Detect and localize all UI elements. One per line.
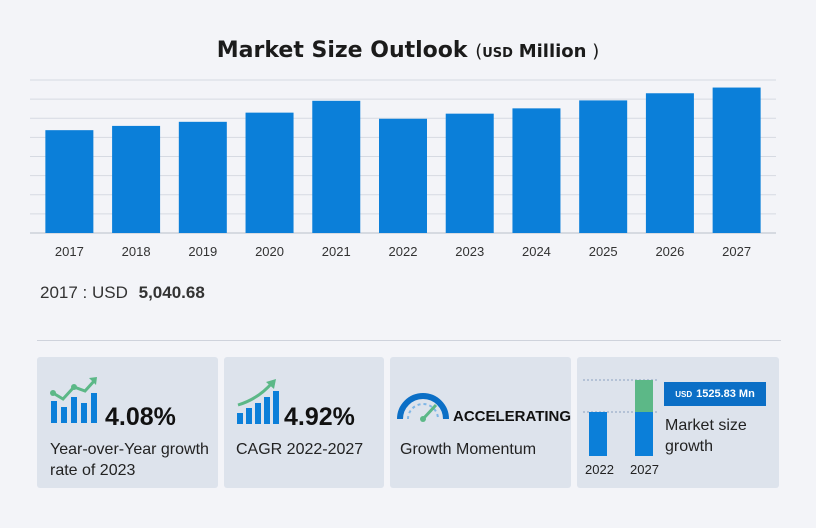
divider — [37, 340, 781, 341]
x-tick-label: 2017 — [55, 244, 84, 259]
title-unit-currency: USD — [482, 46, 513, 61]
x-tick-label: 2025 — [589, 244, 618, 259]
bar-2023 — [445, 113, 494, 233]
cagr-value: 4.92% — [284, 403, 355, 431]
x-tick-label: 2026 — [655, 244, 684, 259]
x-tick-label: 2022 — [389, 244, 418, 259]
bar-2021 — [312, 100, 361, 233]
mini-bar-growth — [635, 380, 653, 412]
market-size-bar-chart: 2017 2018 2019 2020 2021 2022 2023 2024 2025 2026… — [30, 79, 776, 259]
title-unit-scale: Million — [518, 41, 587, 62]
gauge-icon — [397, 393, 449, 422]
bar-2027 — [712, 87, 761, 233]
base-year-label: 2017 : USD — [40, 283, 128, 302]
momentum-value: ACCELERATING — [453, 408, 572, 425]
bar-2024 — [512, 108, 561, 233]
mini-year-end: 2027 — [630, 462, 659, 477]
title-text: Market Size Outlook — [216, 38, 468, 63]
growth-text: Market size growth — [665, 417, 747, 455]
x-tick-label: 2021 — [322, 244, 351, 259]
yoy-value: 4.08% — [105, 403, 176, 431]
x-tick-label: 2023 — [455, 244, 484, 259]
bar-2020 — [245, 112, 294, 233]
chart-title: Market Size Outlook (USD Million ) — [0, 38, 816, 63]
growth-badge: USD 1525.83 Mn — [664, 382, 766, 406]
x-tick-label: 2027 — [722, 244, 751, 259]
title-unit: (USD Million ) — [475, 41, 600, 62]
bar-2019 — [178, 121, 227, 233]
mini-bar-2027 — [635, 412, 653, 456]
growth-badge-currency: USD — [675, 390, 693, 399]
momentum-text: Growth Momentum — [400, 441, 537, 458]
bar-2026 — [645, 93, 694, 233]
yoy-text: Year-over-Year growth rate of 2023 — [50, 441, 209, 479]
x-tick-label: 2018 — [122, 244, 151, 259]
mini-bar-2022 — [589, 412, 607, 456]
yoy-card: 4.08% Year-over-Year growth rate of 2023 — [37, 357, 218, 488]
x-tick-label: 2024 — [522, 244, 551, 259]
x-tick-label: 2019 — [188, 244, 217, 259]
momentum-card: ACCELERATING Growth Momentum — [390, 357, 571, 488]
bar-2017 — [45, 130, 94, 233]
base-year-value: 2017 : USD 5,040.68 — [40, 283, 205, 303]
x-tick-label: 2020 — [255, 244, 284, 259]
cagr-text: CAGR 2022-2027 — [236, 441, 364, 458]
growth-mini-chart — [583, 379, 659, 456]
bar-growth-icon — [50, 377, 97, 423]
growth-card: 2022 2027 Market size growth — [577, 357, 779, 488]
cagr-card: 4.92% CAGR 2022-2027 — [224, 357, 384, 488]
growth-badge-value: 1525.83 Mn — [696, 388, 755, 400]
bar-2022 — [379, 118, 427, 233]
trend-arrow-icon — [237, 379, 279, 424]
bar-2018 — [112, 125, 161, 233]
base-year-amount: 5,040.68 — [138, 283, 205, 302]
bar-2025 — [579, 100, 628, 234]
mini-year-start: 2022 — [585, 462, 614, 477]
